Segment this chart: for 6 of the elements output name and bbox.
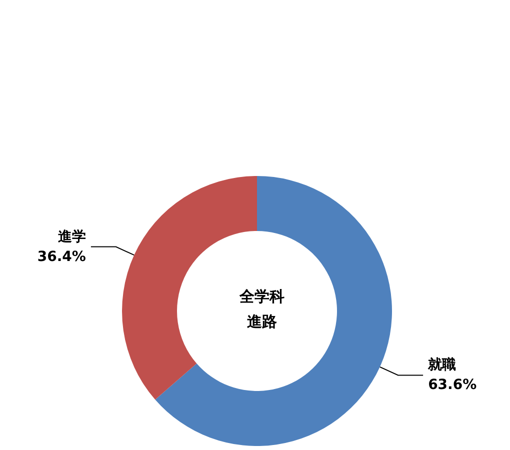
slice-label: 就職 — [427, 356, 456, 374]
text: 進路 — [246, 312, 277, 330]
text: 全学科 — [238, 288, 284, 306]
data-label: 36.4% — [37, 248, 86, 265]
slice-label: 進学 — [56, 228, 86, 245]
data-label: 63.6% — [428, 377, 477, 394]
